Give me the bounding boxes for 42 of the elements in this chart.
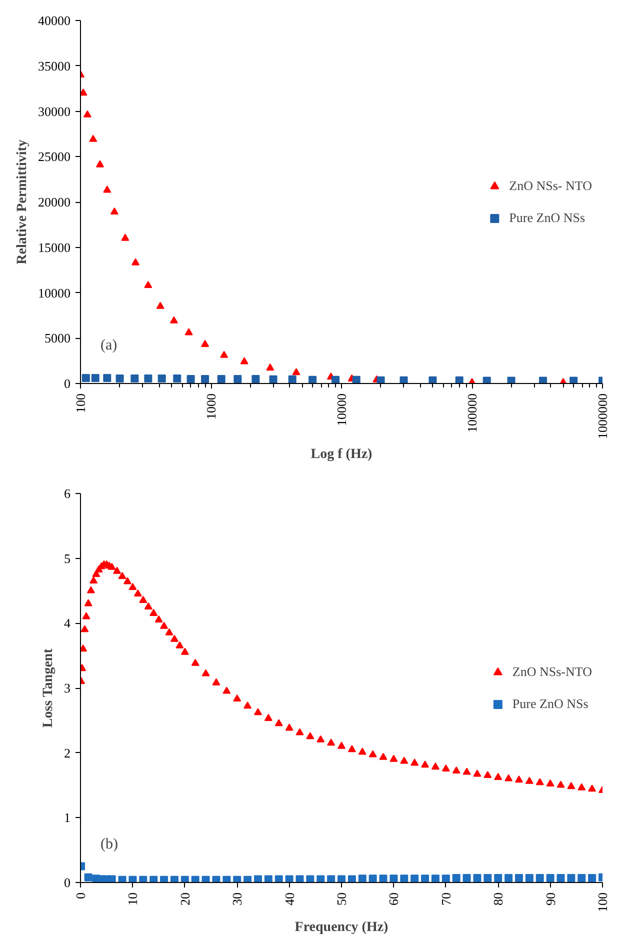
x-tick-label: 90 xyxy=(542,892,558,906)
y-tick-label: 1 xyxy=(64,810,70,826)
x-axis-title: Log f (Hz) xyxy=(310,447,373,462)
y-tick-label: 35000 xyxy=(38,58,70,74)
y-tick-label: 0 xyxy=(64,376,70,391)
y-tick-label: 2 xyxy=(64,745,70,760)
legend-label: ZnO NSs- NTO xyxy=(509,178,592,194)
x-tick-label: 60 xyxy=(386,892,402,906)
y-tick-label: 3 xyxy=(64,680,70,696)
y-tick-label: 25000 xyxy=(38,149,70,164)
y-axis-title: Relative Permittivity xyxy=(15,140,30,264)
x-tick-label: 1000 xyxy=(204,394,218,420)
x-tick-label: 0 xyxy=(73,892,88,899)
legend-label: Pure ZnO NSs xyxy=(512,696,588,712)
x-tick-label: 10000 xyxy=(334,394,349,426)
x-tick-label: 10 xyxy=(125,892,140,906)
x-tick-label: 100000 xyxy=(464,394,480,432)
y-tick-label: 10000 xyxy=(38,285,70,300)
annotation: (b) xyxy=(100,836,118,852)
y-tick-label: 4 xyxy=(64,616,71,631)
y-tick-label: 5000 xyxy=(44,330,70,346)
x-tick-label: 40 xyxy=(282,892,297,906)
y-tick-label: 0 xyxy=(64,875,70,890)
y-tick-label: 20000 xyxy=(38,194,70,210)
x-tick-label: 50 xyxy=(334,892,349,906)
y-tick-label: 30000 xyxy=(38,104,70,119)
x-tick-label: 70 xyxy=(438,892,454,906)
x-tick-label: 100 xyxy=(73,394,88,413)
x-tick-label: 80 xyxy=(490,892,506,906)
y-tick-label: 5 xyxy=(64,550,70,566)
annotation: (a) xyxy=(100,338,118,354)
y-tick-label: 15000 xyxy=(38,240,70,255)
y-axis-title: Loss Tangent xyxy=(41,648,56,728)
x-tick-label: 30 xyxy=(230,892,245,906)
y-tick-label: 40000 xyxy=(38,13,70,28)
y-tick-label: 6 xyxy=(64,486,71,501)
legend-label: ZnO NSs-NTO xyxy=(512,664,592,680)
x-axis-title: Frequency (Hz) xyxy=(294,920,389,935)
legend-label: Pure ZnO NSs xyxy=(509,210,586,226)
x-tick-label: 20 xyxy=(177,892,192,906)
x-tick-label: 100 xyxy=(595,892,610,912)
x-tick-label: 1000000 xyxy=(595,394,610,439)
